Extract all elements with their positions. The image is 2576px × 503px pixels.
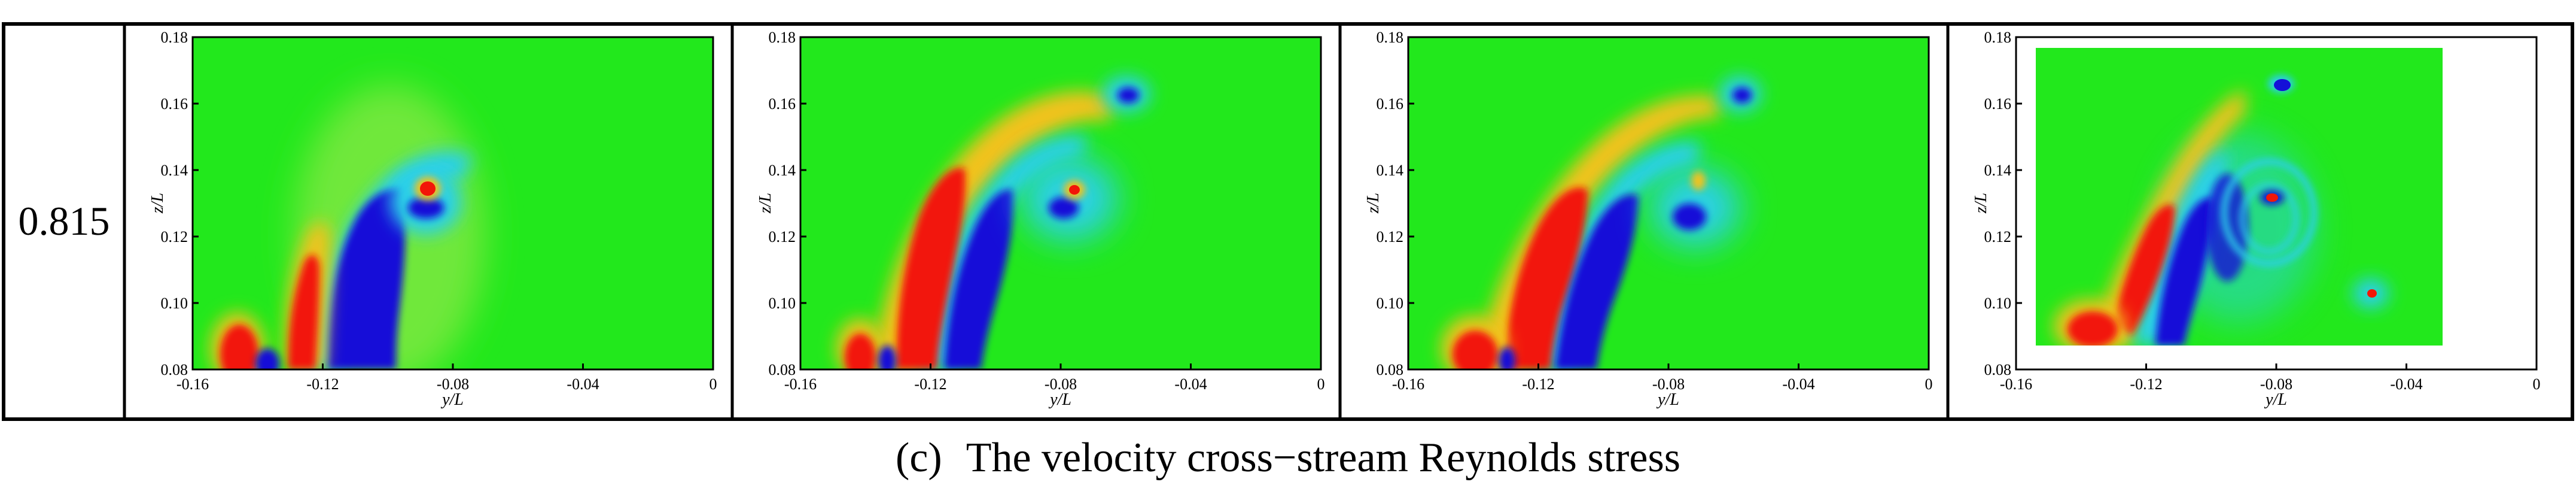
- y-tick-label: 0.08: [1984, 361, 2012, 378]
- x-axis-label: y/L: [1048, 390, 1071, 409]
- x-tick-label: -0.08: [1652, 375, 1685, 393]
- x-tick-label: -0.12: [306, 375, 339, 393]
- y-tick-label: 0.08: [769, 361, 796, 378]
- y-tick-label: 0.08: [161, 361, 188, 378]
- x-ticks: [2015, 363, 2538, 369]
- y-tick-label: 0.16: [161, 95, 188, 113]
- table-border: [2, 22, 2574, 421]
- contour-panel-2: -0.16 -0.12 -0.08 -0.04 0 0.08 0.10 0.12…: [756, 29, 1325, 409]
- contour-field: [193, 37, 713, 369]
- x-tick-label: 0: [2533, 375, 2541, 393]
- y-tick-label: 0.16: [1984, 95, 2012, 113]
- x-tick-label: -0.12: [2130, 375, 2162, 393]
- contour-panel-4: -0.16 -0.12 -0.08 -0.04 0 0.08 0.10 0.12…: [1972, 29, 2541, 409]
- x-axis-label: y/L: [440, 390, 464, 409]
- figure-caption: (c) The velocity cross−stream Reynolds st…: [0, 431, 2576, 485]
- contour-panel-1: -0.16 -0.12 -0.08 -0.04 0 0.08 0.10 0.12…: [148, 29, 717, 409]
- y-axis-label: z/L: [756, 193, 775, 214]
- x-tick-label: -0.08: [1045, 375, 1077, 393]
- x-ticks: [191, 363, 714, 369]
- y-tick-label: 0.14: [769, 162, 796, 179]
- x-tick-label: -0.16: [176, 375, 209, 393]
- x-tick-label: -0.08: [437, 375, 469, 393]
- y-tick-label: 0.10: [1377, 295, 1404, 312]
- y-tick-label: 0.08: [1377, 361, 1404, 378]
- caption-label: (c): [896, 435, 942, 481]
- y-tick-label: 0.16: [1377, 95, 1404, 113]
- x-tick-label: -0.04: [1782, 375, 1814, 393]
- x-tick-label: -0.04: [2390, 375, 2422, 393]
- x-tick-label: -0.16: [784, 375, 817, 393]
- y-tick-label: 0.18: [769, 29, 796, 46]
- x-ticks: [799, 363, 1322, 369]
- y-tick-label: 0.14: [1377, 162, 1404, 179]
- y-tick-label: 0.18: [1377, 29, 1404, 46]
- y-ticks: [1408, 36, 1414, 371]
- y-tick-label: 0.10: [769, 295, 796, 312]
- contour-panel-3: -0.16 -0.12 -0.08 -0.04 0 0.08 0.10 0.12…: [1364, 29, 1933, 409]
- y-ticks: [193, 36, 199, 371]
- x-tick-label: -0.08: [2260, 375, 2292, 393]
- x-tick-label: -0.16: [1392, 375, 1424, 393]
- contour-field: [1408, 37, 1929, 369]
- x-tick-label: -0.12: [914, 375, 946, 393]
- y-tick-label: 0.10: [161, 295, 188, 312]
- contour-field: [800, 37, 1321, 369]
- x-axis-label: y/L: [1656, 390, 1679, 409]
- y-tick-label: 0.10: [1984, 295, 2012, 312]
- contour-field: [2036, 48, 2443, 346]
- x-tick-label: -0.12: [1522, 375, 1554, 393]
- x-tick-label: 0: [1317, 375, 1325, 393]
- y-tick-label: 0.14: [1984, 162, 2012, 179]
- y-axis-label: z/L: [1364, 193, 1383, 214]
- caption-text: The velocity cross−stream Reynolds stres…: [966, 435, 1680, 481]
- x-tick-label: -0.04: [567, 375, 599, 393]
- figure-table: 0.815 -0.16: [2, 22, 2574, 421]
- y-tick-label: 0.18: [161, 29, 188, 46]
- y-tick-label: 0.12: [161, 228, 188, 246]
- y-tick-label: 0.16: [769, 95, 796, 113]
- x-ticks: [1407, 363, 1930, 369]
- y-ticks: [2016, 36, 2022, 371]
- x-tick-label: -0.04: [1174, 375, 1207, 393]
- y-tick-label: 0.14: [161, 162, 188, 179]
- x-tick-label: -0.16: [2000, 375, 2032, 393]
- y-tick-label: 0.18: [1984, 29, 2012, 46]
- y-tick-label: 0.12: [769, 228, 796, 246]
- y-tick-label: 0.12: [1377, 228, 1404, 246]
- x-tick-label: 0: [710, 375, 717, 393]
- y-axis-label: z/L: [1972, 193, 1990, 214]
- y-axis-label: z/L: [148, 193, 167, 214]
- x-tick-label: 0: [1925, 375, 1933, 393]
- row-label: 0.815: [19, 198, 110, 244]
- x-axis-label: y/L: [2264, 390, 2287, 409]
- y-ticks: [800, 36, 806, 371]
- y-tick-label: 0.12: [1984, 228, 2012, 246]
